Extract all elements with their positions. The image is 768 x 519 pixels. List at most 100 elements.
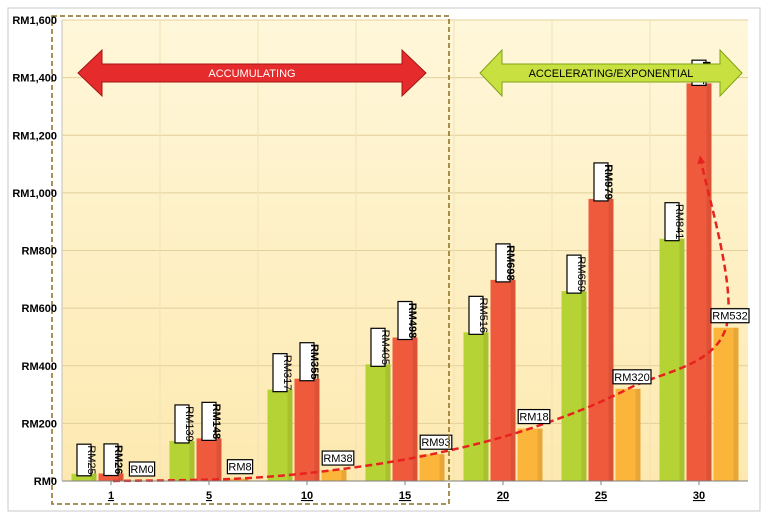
bar-shade: [483, 332, 489, 481]
data-label-orange-15: RM93: [419, 434, 453, 450]
bar-orange-15: [419, 454, 445, 481]
data-label-box: [226, 459, 254, 475]
x-tick-label: 25: [595, 490, 607, 502]
chart-frame: [7, 7, 761, 512]
data-label-text: RM532: [712, 311, 747, 323]
data-label-box: [419, 434, 453, 450]
data-label-box: [174, 404, 190, 444]
bar-red-30: [686, 83, 712, 481]
data-label-text: RM139: [183, 406, 195, 441]
bar-red-25: [588, 198, 614, 481]
data-label-text: RM405: [379, 330, 391, 365]
bar-shade: [537, 428, 543, 481]
y-tick-label: RM200: [22, 418, 57, 430]
bar-shade: [243, 478, 249, 481]
bar-shade: [385, 364, 391, 481]
bar-shade: [341, 470, 347, 481]
bar-shade: [635, 388, 641, 481]
bar-shade: [412, 337, 418, 481]
trend-arrowhead: [697, 155, 706, 165]
bar-green-1: [71, 473, 97, 481]
data-label-text: RM93: [421, 437, 450, 449]
data-label-orange-1: RM0: [128, 461, 156, 477]
bar-shade: [287, 389, 293, 481]
data-label-box: [593, 162, 609, 202]
bar-green-25: [561, 291, 587, 481]
bar-shade: [216, 438, 222, 481]
data-label-box: [201, 401, 217, 441]
y-tick-label: RM1,600: [12, 15, 57, 27]
x-tick-label: 1: [108, 490, 114, 502]
data-label-text: RM8: [228, 462, 251, 474]
data-label-green-10: RM317: [272, 353, 293, 393]
bar-green-20: [463, 332, 489, 481]
data-label-text: RM148: [210, 404, 222, 439]
bar-shade: [510, 279, 516, 481]
data-label-box: [128, 461, 156, 477]
bar-shade: [118, 473, 124, 481]
bar-orange-30: [713, 327, 739, 481]
data-label-green-20: RM516: [468, 295, 489, 335]
bar-red-1: [98, 473, 124, 481]
y-tick-label: RM1,200: [12, 130, 57, 142]
data-label-green-5: RM139: [174, 404, 195, 444]
bar-shade: [706, 83, 712, 481]
phase-highlight-box: [51, 15, 450, 505]
bar-green-10: [267, 389, 293, 481]
data-label-green-15: RM405: [370, 327, 391, 367]
y-tick-label: RM600: [22, 303, 57, 315]
data-label-text: RM516: [477, 298, 489, 333]
y-tick-label: RM800: [22, 246, 57, 258]
data-label-orange-20: RM18: [517, 408, 551, 425]
bar-shade: [189, 440, 195, 481]
data-label-text: RM841: [673, 204, 685, 239]
data-label-red-15: RM498: [397, 300, 418, 341]
bar-green-30: [659, 238, 685, 481]
bar-shade: [608, 198, 614, 481]
y-tick-label: RM0: [34, 476, 57, 488]
bar-green-5: [169, 440, 195, 481]
data-label-box: [710, 308, 750, 324]
accumulating-label: ACCUMULATING: [208, 68, 295, 80]
bar-orange-10: [321, 470, 347, 481]
bar-shade: [91, 473, 97, 481]
data-label-text: RM317: [281, 355, 293, 390]
y-tick-label: RM1,000: [12, 188, 57, 200]
data-label-text: RM320: [614, 372, 649, 384]
data-label-text: RM698: [504, 245, 516, 280]
data-label-orange-25: RM320: [612, 369, 652, 385]
x-tick-label: 30: [693, 490, 705, 502]
data-label-box: [612, 369, 652, 385]
data-label-text: RM0: [130, 464, 153, 476]
data-label-red-25: RM979: [593, 162, 614, 202]
data-label-box: [272, 353, 288, 393]
data-label-red-1: RM26: [103, 443, 124, 477]
y-tick-label: RM1,400: [12, 73, 57, 85]
data-label-red-5: RM148: [201, 401, 222, 441]
data-label-box: [664, 202, 680, 242]
y-tick-label: RM400: [22, 361, 57, 373]
data-label-green-1: RM25: [76, 443, 97, 477]
bar-shade: [314, 378, 320, 481]
data-label-box: [397, 300, 413, 341]
data-label-red-20: RM698: [495, 243, 516, 283]
bar-orange-20: [517, 428, 543, 481]
data-label-box: [299, 342, 315, 382]
x-tick-label: 15: [399, 490, 411, 502]
data-label-box: [566, 254, 582, 294]
data-label-box: [517, 408, 551, 425]
bar-shade: [581, 291, 587, 481]
data-label-text: RM38: [323, 453, 352, 465]
bar-red-10: [294, 378, 320, 481]
data-label-box: [370, 327, 386, 367]
data-label-orange-30: RM532: [710, 308, 750, 324]
accelerating-arrow: [479, 48, 743, 98]
data-label-box: [495, 243, 511, 283]
x-tick-label: 10: [301, 490, 313, 502]
x-tick-label: 20: [497, 490, 509, 502]
data-label-green-30: RM841: [664, 202, 685, 242]
bar-shade: [439, 454, 445, 481]
accumulating-arrow: [77, 48, 427, 98]
data-label-red-10: RM355: [299, 342, 320, 382]
